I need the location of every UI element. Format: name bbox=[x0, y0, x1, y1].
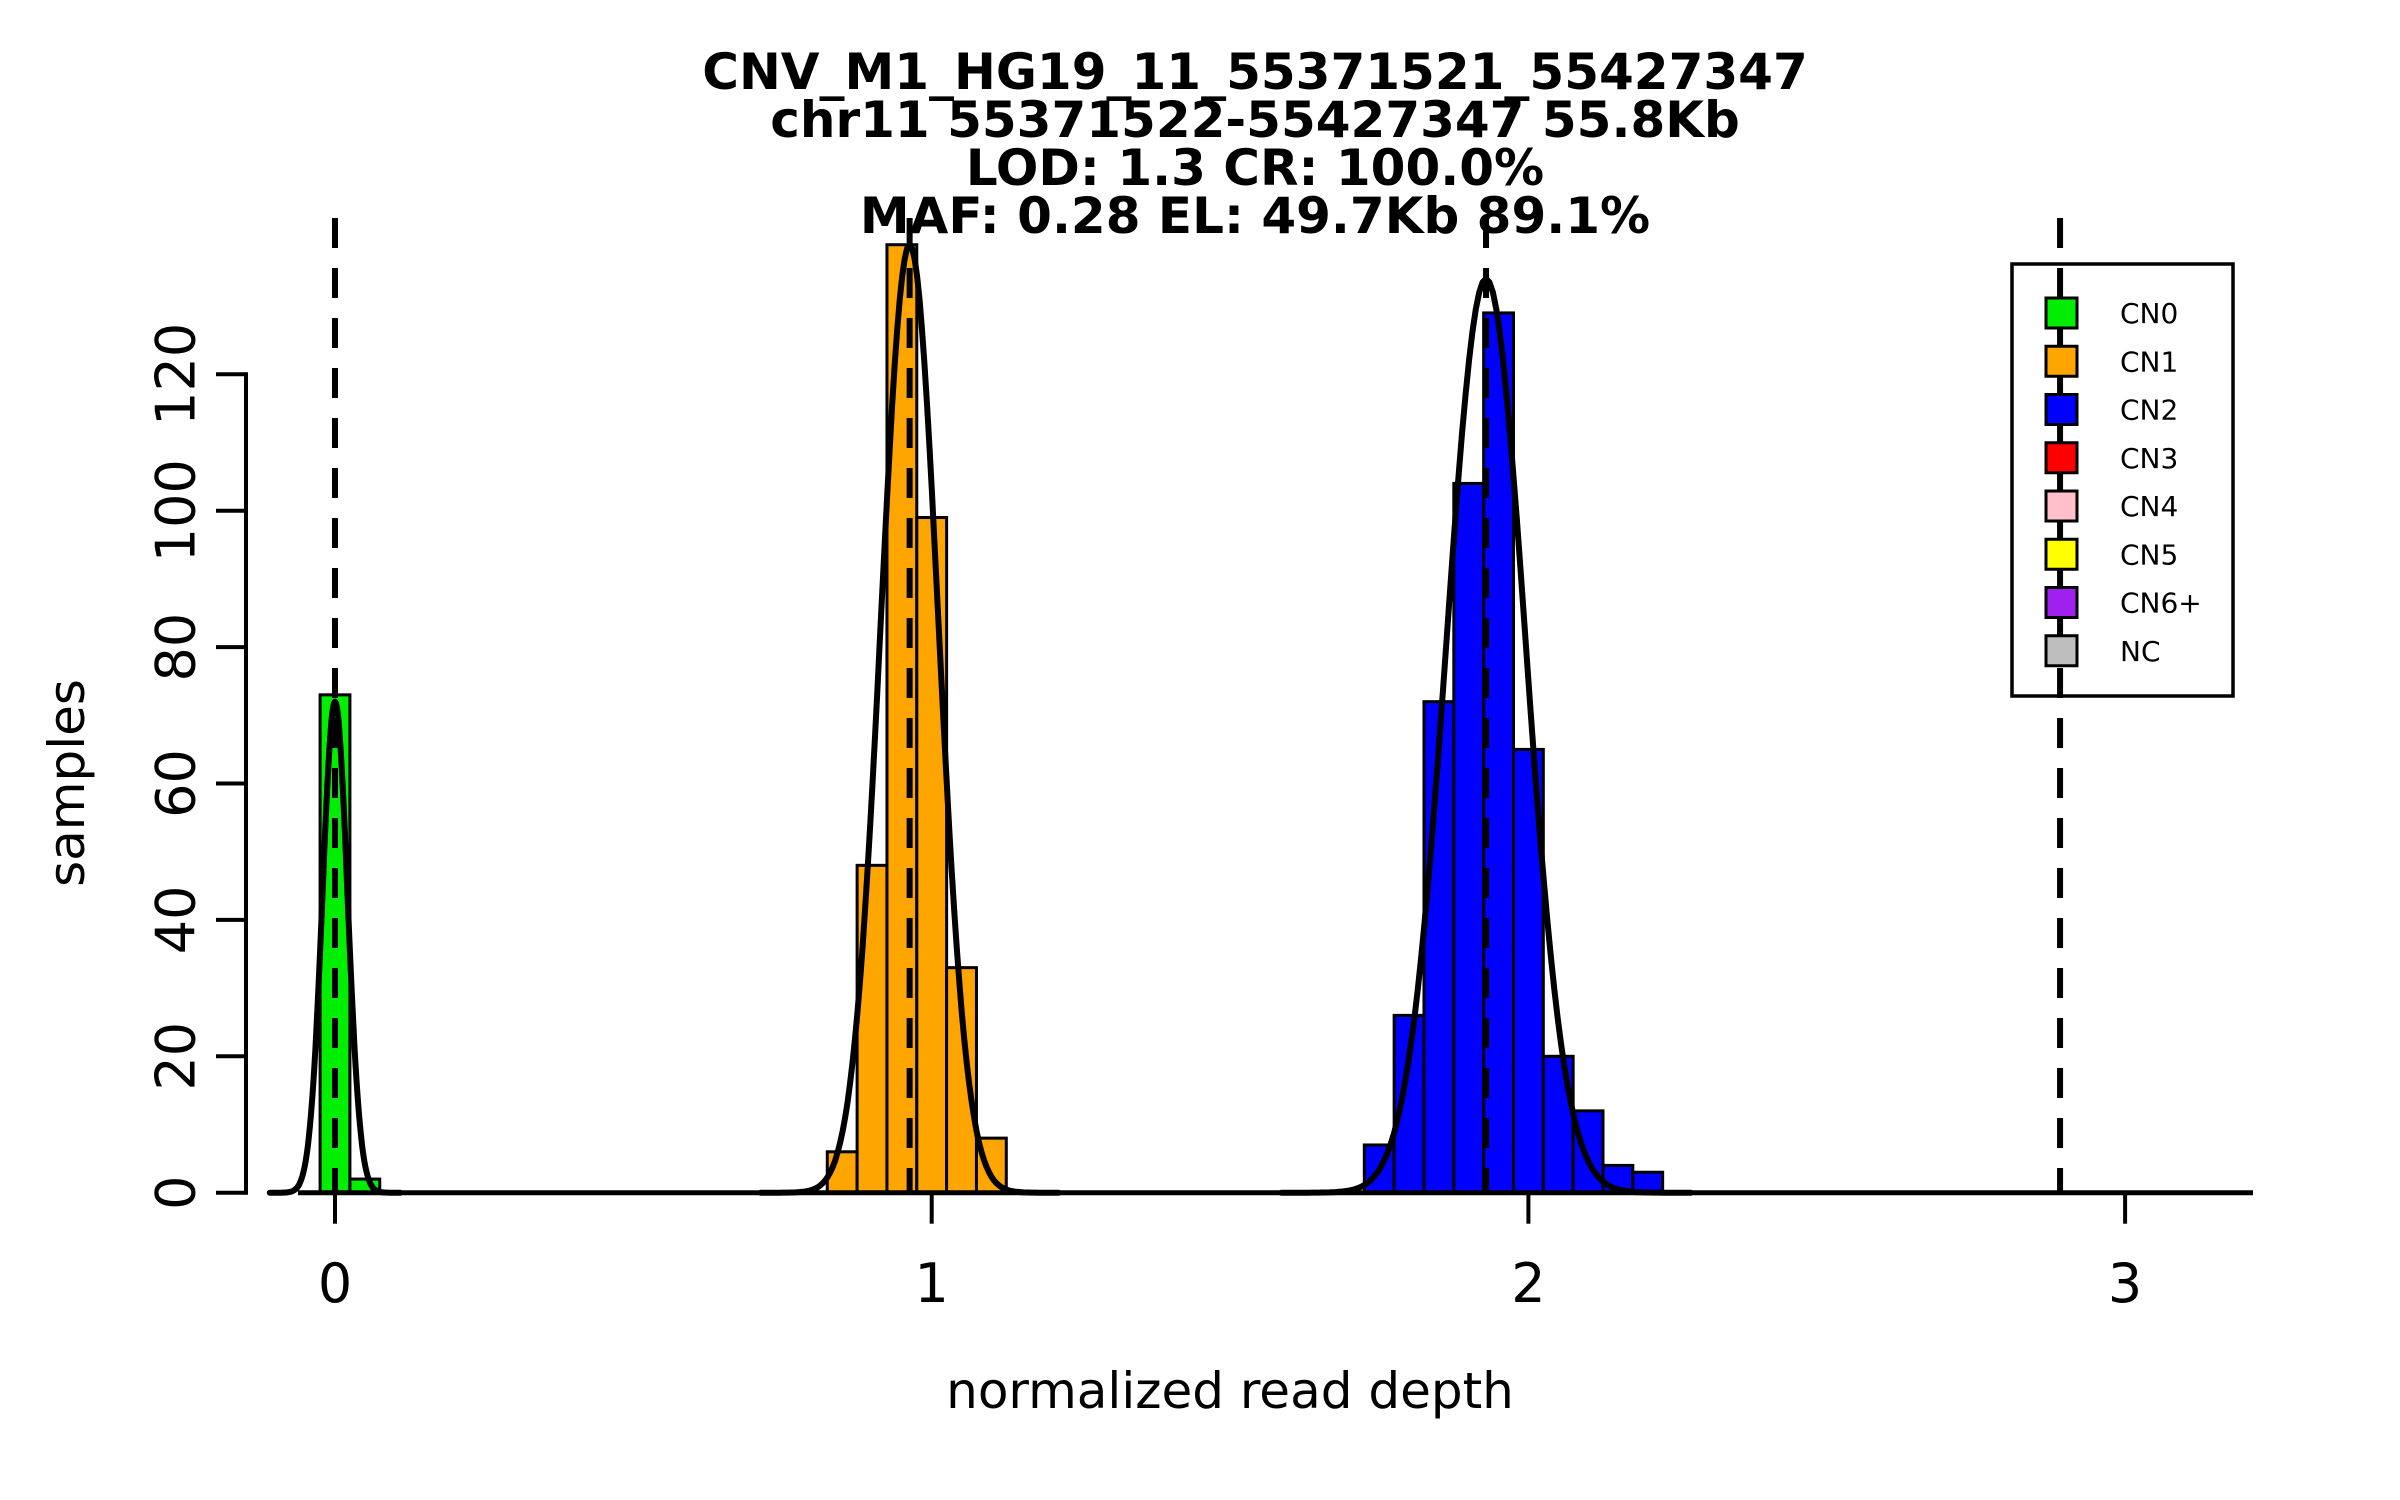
y-tick-label: 20 bbox=[144, 1022, 207, 1091]
legend-box bbox=[2010, 262, 2235, 698]
legend-item-label: CN5 bbox=[2120, 538, 2178, 571]
histogram-bar-CN2 bbox=[1452, 481, 1486, 1195]
x-tick-label: 0 bbox=[318, 1252, 352, 1315]
plot-area: 0 1 2 3 0 20 40 60 80 100 120 bbox=[144, 218, 2253, 1315]
legend-item-label: CN3 bbox=[2120, 442, 2178, 475]
title-line-4: MAF: 0.28 EL: 49.7Kb 89.1% bbox=[860, 187, 1650, 245]
y-axis-title: samples bbox=[38, 679, 96, 887]
legend-swatch-cn1 bbox=[2044, 344, 2079, 378]
histogram-bar-CN1 bbox=[855, 863, 889, 1195]
title-line-2: chr11 55371522-55427347 55.8Kb bbox=[770, 91, 1740, 149]
legend-swatch-cn3 bbox=[2044, 441, 2079, 475]
y-tick-label: 80 bbox=[144, 613, 207, 682]
legend: CN0 CN1 CN2 CN3 CN4 CN5 CN6+ NC bbox=[2010, 262, 2235, 698]
legend-item-label: CN2 bbox=[2120, 394, 2178, 427]
y-tick-label: 120 bbox=[144, 323, 207, 426]
legend-swatch-nc bbox=[2044, 634, 2079, 668]
legend-item-label: CN6+ bbox=[2120, 587, 2202, 620]
x-tick-label: 1 bbox=[915, 1252, 949, 1315]
x-tick-label: 2 bbox=[1511, 1252, 1545, 1315]
y-tick-label: 100 bbox=[144, 459, 207, 562]
legend-swatch-cn4 bbox=[2044, 489, 2079, 523]
legend-swatch-cn5 bbox=[2044, 537, 2079, 571]
title-line-3: LOD: 1.3 CR: 100.0% bbox=[966, 139, 1544, 197]
y-tick-label: 40 bbox=[144, 886, 207, 955]
title-line-1: CNV_M1_HG19_11_55371521_55427347 bbox=[702, 43, 1807, 101]
legend-item-label: NC bbox=[2120, 635, 2161, 668]
legend-swatch-cn0 bbox=[2044, 296, 2079, 330]
legend-swatch-cn2 bbox=[2044, 393, 2079, 426]
x-axis-title: normalized read depth bbox=[946, 1362, 1514, 1420]
legend-item-label: CN1 bbox=[2120, 345, 2178, 378]
histogram-bar-CN1 bbox=[915, 516, 949, 1195]
y-tick-label: 0 bbox=[144, 1176, 207, 1210]
plot-titles: CNV_M1_HG19_11_55371521_55427347 chr11 5… bbox=[702, 43, 1807, 245]
legend-item-label: CN0 bbox=[2120, 297, 2178, 330]
legend-swatch-cn6 bbox=[2044, 586, 2079, 619]
legend-item-label: CN4 bbox=[2120, 490, 2178, 523]
x-tick-label: 3 bbox=[2108, 1252, 2142, 1315]
y-tick-label: 60 bbox=[144, 749, 207, 818]
